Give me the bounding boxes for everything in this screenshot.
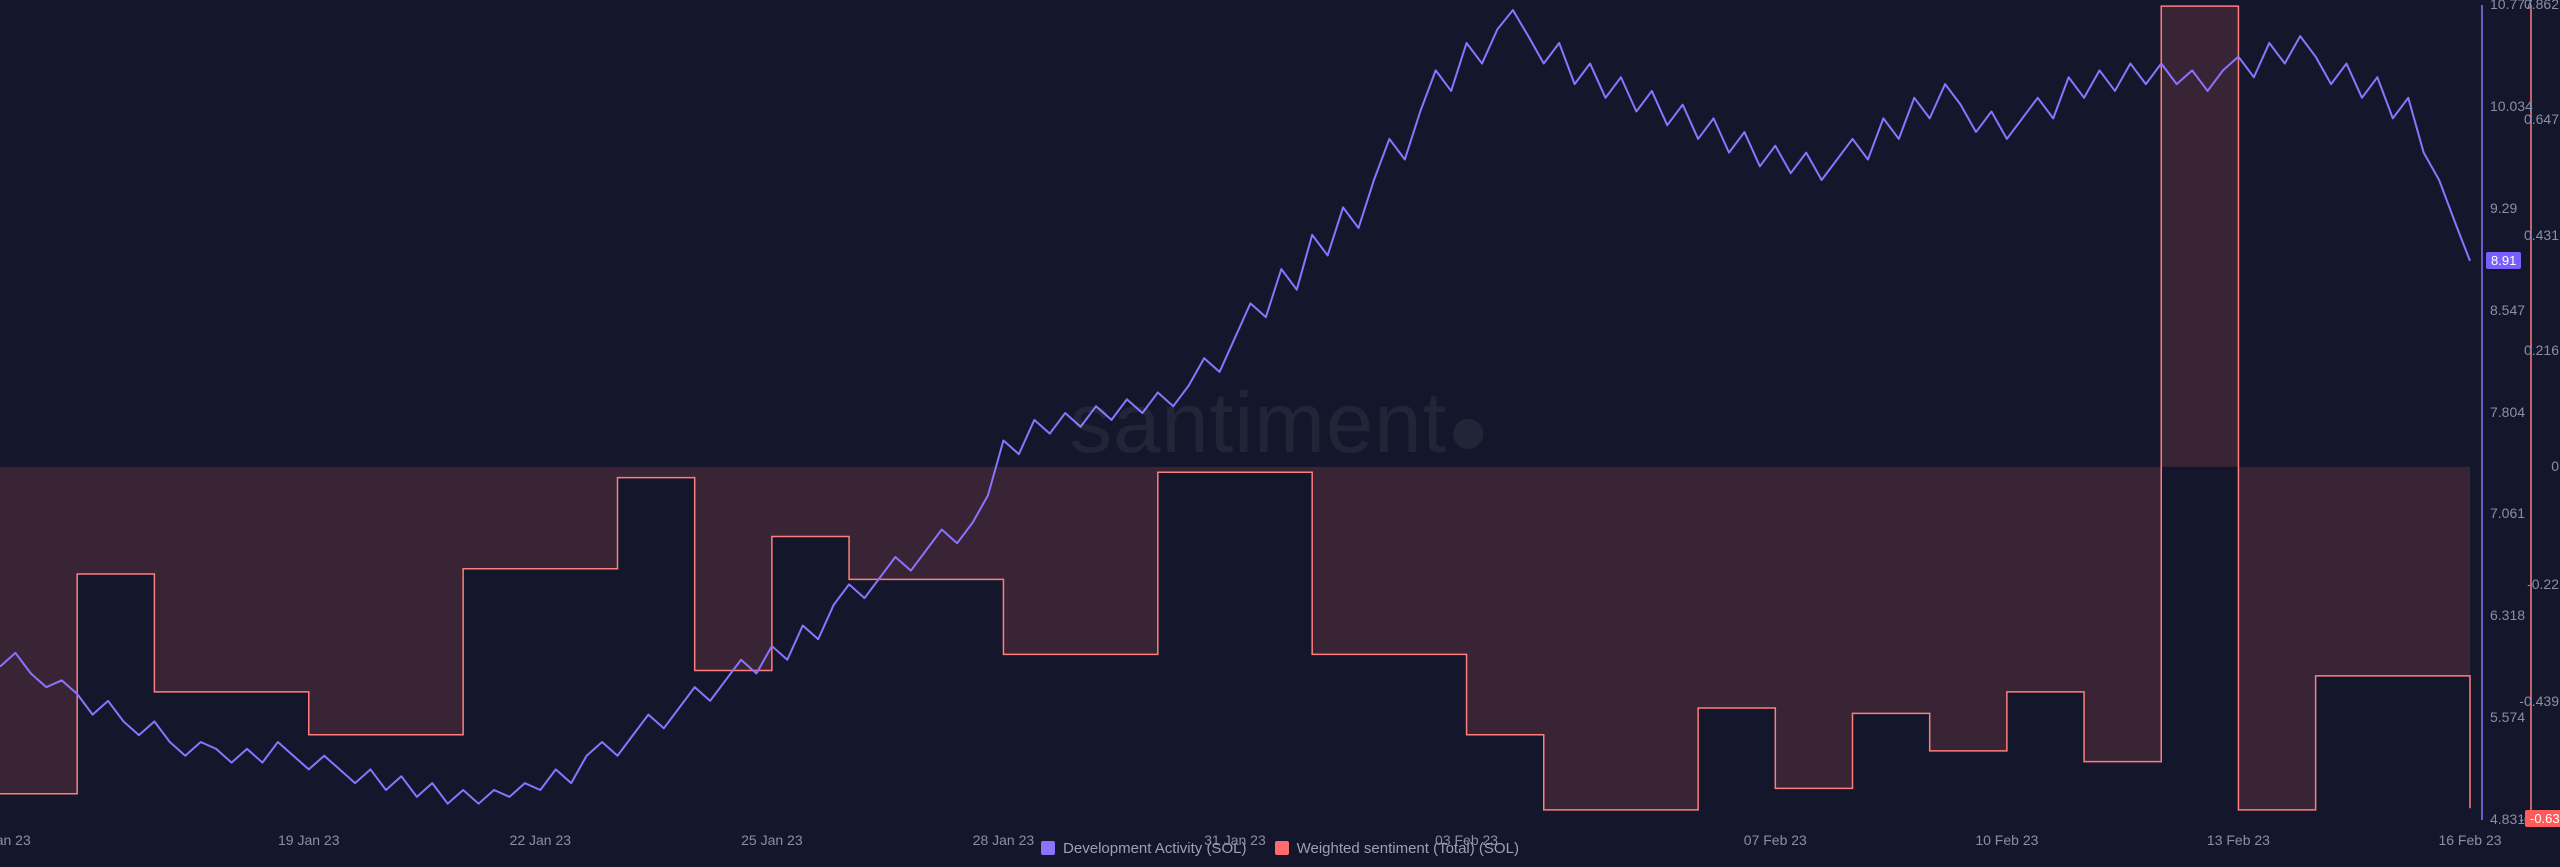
x-tick-label: 19 Jan 23 [278,832,340,848]
x-tick-label: 25 Jan 23 [741,832,803,848]
x-tick-label: 31 Jan 23 [1204,832,1266,848]
y-right-tick-label: 0.647 [2524,111,2559,127]
dev-activity-current-badge: 8.91 [2486,252,2521,269]
x-tick-label: 10 Feb 23 [1975,832,2038,848]
y-left-tick-label: 5.574 [2490,709,2525,725]
x-tick-label: 22 Jan 23 [510,832,572,848]
y-right-tick-label: 0 [2551,458,2559,474]
x-tick-label: 15 Jan 23 [0,832,31,848]
y-right-tick-label: 0.862 [2524,0,2559,12]
y-left-tick-label: 9.29 [2490,200,2517,216]
y-right-tick-label: 0.431 [2524,227,2559,243]
y-left-tick-label: 8.547 [2490,302,2525,318]
sentiment-area [0,6,2470,810]
x-tick-label: 07 Feb 23 [1744,832,1807,848]
sentiment-current-badge: -0.637 [2525,810,2560,827]
chart-svg[interactable] [0,0,2560,867]
legend-swatch [1041,841,1055,855]
legend-swatch [1275,841,1289,855]
y-right-tick-label: -0.22 [2527,576,2559,592]
chart-container: santiment● Development Activity (SOL) We… [0,0,2560,867]
x-tick-label: 13 Feb 23 [2207,832,2270,848]
x-tick-label: 03 Feb 23 [1435,832,1498,848]
x-tick-label: 28 Jan 23 [973,832,1035,848]
x-tick-label: 16 Feb 23 [2438,832,2501,848]
y-left-tick-label: 7.061 [2490,505,2525,521]
y-right-tick-label: -0.439 [2519,693,2559,709]
y-left-tick-label: 7.804 [2490,404,2525,420]
y-right-tick-label: 0.216 [2524,342,2559,358]
legend: Development Activity (SOL) Weighted sent… [0,840,2560,860]
y-left-tick-label: 6.318 [2490,607,2525,623]
